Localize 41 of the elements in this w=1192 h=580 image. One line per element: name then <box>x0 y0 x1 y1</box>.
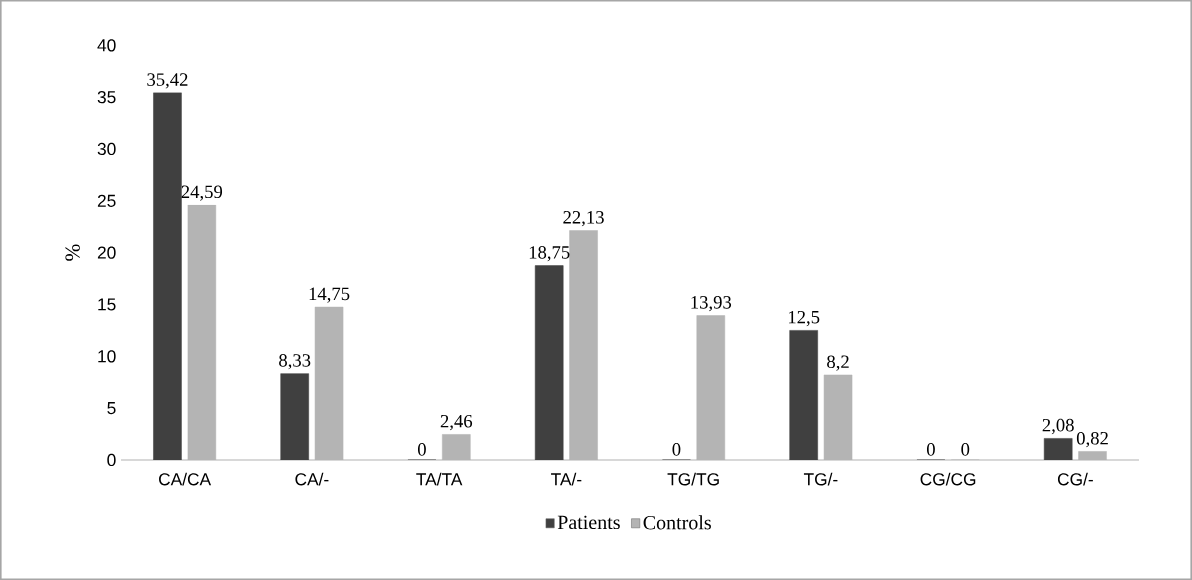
data-label: 2,46 <box>440 414 473 431</box>
y-axis-title: % <box>65 244 80 261</box>
y-tick-label: 10 <box>98 350 116 363</box>
bar <box>789 330 818 460</box>
x-tick-label: TA/- <box>551 472 582 486</box>
x-tick-label: CA/- <box>295 472 329 486</box>
data-label: 0 <box>672 443 681 456</box>
legend-label: Controls <box>643 515 711 530</box>
data-label: 8,33 <box>279 354 311 370</box>
data-label: 13,93 <box>691 296 732 312</box>
data-label: 24,59 <box>181 185 223 201</box>
y-tick-label: 5 <box>107 402 116 415</box>
legend-label: Patients <box>557 515 620 530</box>
data-label: 0,82 <box>1076 431 1108 448</box>
y-tick-label: 35 <box>97 91 116 104</box>
bar <box>1043 438 1073 460</box>
bar <box>153 92 182 460</box>
y-tick-label: 20 <box>97 246 116 259</box>
data-label: 0 <box>961 443 970 456</box>
y-tick-label: 25 <box>97 194 116 207</box>
data-label: 2,08 <box>1042 418 1074 435</box>
x-tick-label: TG/- <box>803 472 838 486</box>
data-label: 8,2 <box>827 355 849 371</box>
data-label: 18,75 <box>529 246 570 262</box>
x-tick-label: CA/CA <box>159 472 212 486</box>
data-label: 22,13 <box>563 211 604 227</box>
x-tick-label: TA/TA <box>416 472 463 486</box>
data-label: 0 <box>417 443 426 456</box>
x-tick-label: TG/TG <box>667 472 719 486</box>
x-tick-label: CG/CG <box>920 472 976 486</box>
data-label: 14,75 <box>309 287 350 303</box>
y-tick-label: 40 <box>97 39 116 52</box>
data-label: 0 <box>926 443 935 456</box>
x-tick-label: CG/- <box>1057 472 1093 486</box>
data-label: 12,5 <box>788 310 820 327</box>
y-tick-label: 15 <box>98 298 116 311</box>
data-label: 35,42 <box>147 73 188 89</box>
bar <box>280 373 309 460</box>
y-tick-label: 0 <box>107 453 116 467</box>
y-tick-label: 30 <box>97 142 116 156</box>
bar <box>534 265 564 460</box>
